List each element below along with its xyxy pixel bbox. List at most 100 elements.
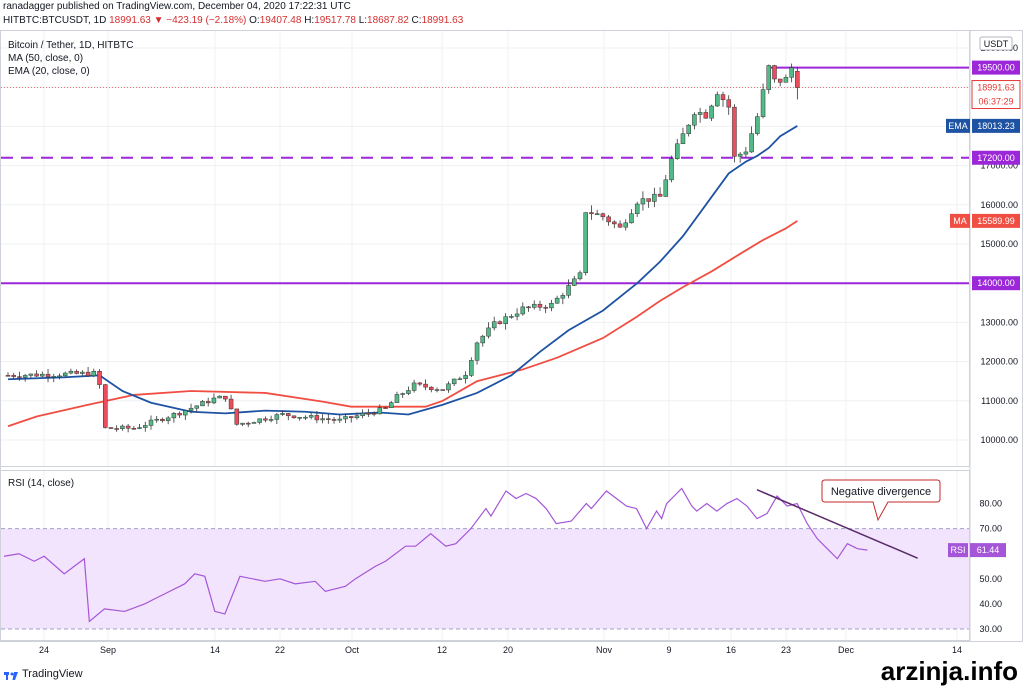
- candle-body: [171, 413, 177, 419]
- candle-body: [520, 306, 526, 315]
- rsi-band: [1, 528, 969, 630]
- candle-body: [274, 414, 280, 420]
- candle-body: [629, 213, 634, 224]
- candle-body: [732, 106, 737, 157]
- candle-body: [137, 427, 142, 429]
- candle-body: [469, 360, 474, 376]
- time-tick-label: Oct: [345, 645, 360, 655]
- candle-body: [251, 422, 257, 424]
- candle-body: [80, 371, 85, 374]
- candle-body: [543, 307, 548, 309]
- badge-rsi-value-bg: [970, 543, 1006, 558]
- badge-last-price-bg: [972, 80, 1020, 95]
- candle-body: [583, 212, 588, 274]
- price-change: ▼ −423.19 (−2.18%): [153, 15, 247, 26]
- candle-body: [348, 416, 354, 419]
- candle-body: [245, 422, 251, 425]
- candles: [5, 63, 800, 433]
- candle-body: [326, 418, 331, 420]
- candle-body: [320, 418, 325, 421]
- candle-body: [343, 416, 348, 420]
- candle-body: [200, 401, 205, 407]
- tradingview-brand[interactable]: TradingView: [22, 668, 83, 680]
- open-value: 19407.48: [259, 15, 302, 26]
- rsi-tick-label: 80.00: [979, 499, 1002, 509]
- close-value: 18991.63: [421, 15, 464, 26]
- time-tick-label: 9: [666, 645, 671, 655]
- price-tick-label: 16000.00: [980, 200, 1018, 210]
- candle-body: [314, 415, 320, 421]
- candle-body: [600, 213, 606, 218]
- candle-body: [268, 419, 274, 421]
- candle-body: [183, 410, 188, 416]
- candle-body: [366, 413, 371, 415]
- candle-body: [560, 295, 566, 299]
- candle-body: [509, 316, 514, 318]
- candle-body: [188, 407, 194, 411]
- publish-info: ranadagger published on TradingView.com,…: [3, 1, 351, 12]
- candle-body: [234, 408, 240, 425]
- candle-body: [760, 89, 766, 117]
- candle-body: [57, 375, 62, 378]
- candle-body: [240, 422, 245, 425]
- symbol-name[interactable]: HITBTC:BTCUSDT, 1D: [3, 15, 107, 26]
- candle-body: [411, 382, 417, 391]
- rsi-tick-label: 30.00: [979, 624, 1002, 634]
- candle-body: [148, 419, 154, 426]
- candle-body: [783, 77, 789, 83]
- candle-body: [594, 213, 600, 216]
- candle-body: [62, 372, 68, 377]
- legend-title: Bitcoin / Tether, 1D, HITBTC: [8, 40, 133, 51]
- badge-19500-bg: [972, 60, 1020, 75]
- candle-body: [606, 216, 611, 223]
- time-tick-label: Sep: [100, 645, 116, 655]
- price-tick-label: 15000.00: [980, 239, 1018, 249]
- badge-14000-bg: [972, 276, 1020, 291]
- rsi-band-fill: [1, 528, 969, 629]
- candle-body: [97, 370, 102, 385]
- price-levels: [1, 66, 969, 285]
- candle-body: [28, 373, 34, 376]
- badge-ma-label-text: MA: [953, 216, 967, 226]
- candle-body: [377, 407, 383, 415]
- candle-body: [457, 378, 463, 381]
- candle-body: [634, 203, 640, 214]
- price-tick-label: 11000.00: [981, 396, 1018, 406]
- badge-ema-value-text: 18013.23: [977, 121, 1015, 131]
- candle-body: [308, 415, 314, 418]
- candle-body: [205, 401, 211, 404]
- candle-body: [297, 417, 302, 419]
- candle-body: [572, 278, 577, 286]
- candle-body: [263, 418, 268, 421]
- candle-body: [766, 65, 772, 90]
- candle-body: [280, 413, 285, 415]
- legend-rsi: RSI (14, close): [8, 478, 74, 489]
- candle-body: [120, 425, 125, 429]
- candle-body: [795, 70, 800, 88]
- candle-body: [566, 285, 571, 296]
- currency-badge[interactable]: [979, 36, 1013, 51]
- candle-body: [388, 402, 394, 408]
- axis-badges: 19500.00 18991.63 06:37:29 EMA 18013.23 17200…: [946, 60, 1021, 558]
- candle-body: [669, 158, 674, 181]
- badge-last-price-text: 18991.63: [977, 83, 1015, 93]
- candle-body: [194, 405, 200, 409]
- candle-body: [429, 386, 434, 390]
- badge-rsi-label-text: RSI: [950, 545, 965, 555]
- candle-body: [491, 321, 497, 329]
- candle-body: [720, 94, 726, 100]
- price-tick-label: 13000.00: [980, 317, 1018, 327]
- price-tick-label: 17000.00: [980, 161, 1018, 171]
- candle-body: [646, 198, 651, 202]
- candle-body: [451, 378, 457, 385]
- candle-body: [703, 112, 709, 119]
- tradingview-logo-icon: [4, 672, 18, 680]
- candle-body: [486, 327, 491, 337]
- candle-body: [286, 413, 291, 417]
- price-tick-label: 12000.00: [980, 357, 1018, 367]
- candle-body: [697, 112, 703, 115]
- candle-body: [692, 114, 697, 126]
- candle-body: [51, 376, 57, 378]
- candle-body: [17, 376, 22, 378]
